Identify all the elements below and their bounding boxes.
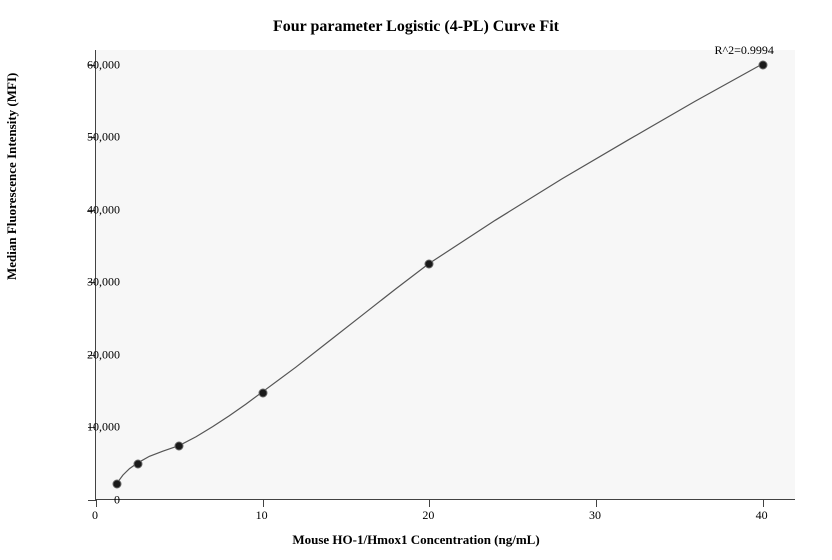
x-tick-label: 30 (589, 508, 601, 523)
data-point (175, 442, 184, 451)
y-tick-label: 50,000 (60, 130, 120, 145)
x-tick (429, 499, 430, 507)
y-tick-label: 30,000 (60, 275, 120, 290)
fit-curve (117, 64, 761, 483)
r-squared-annotation: R^2=0.9994 (715, 43, 774, 58)
data-point (112, 480, 121, 489)
x-tick (596, 499, 597, 507)
y-tick-label: 60,000 (60, 57, 120, 72)
data-point (258, 388, 267, 397)
chart-title: Four parameter Logistic (4-PL) Curve Fit (0, 18, 832, 36)
plot-area (95, 50, 795, 500)
y-tick-label: 40,000 (60, 202, 120, 217)
x-tick-label: 0 (92, 508, 98, 523)
data-point (758, 60, 767, 69)
y-tick-label: 10,000 (60, 420, 120, 435)
data-point (133, 459, 142, 468)
x-tick (263, 499, 264, 507)
x-tick-label: 20 (422, 508, 434, 523)
y-tick-label: 20,000 (60, 347, 120, 362)
x-tick (763, 499, 764, 507)
x-tick-label: 10 (256, 508, 268, 523)
x-tick-label: 40 (756, 508, 768, 523)
y-axis-title: Median Fluorescence Intensity (MFI) (4, 73, 20, 280)
y-tick-label: 0 (60, 493, 120, 508)
curve-svg (96, 50, 795, 499)
chart-container: Four parameter Logistic (4-PL) Curve Fit… (0, 0, 832, 560)
data-point (425, 260, 434, 269)
x-axis-title: Mouse HO-1/Hmox1 Concentration (ng/mL) (0, 532, 832, 548)
